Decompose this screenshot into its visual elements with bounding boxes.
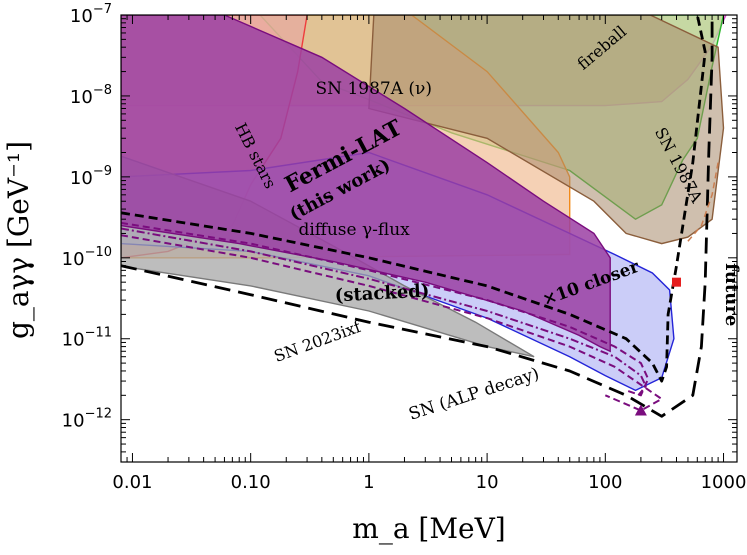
y-tick-label: 10−10: [62, 245, 112, 270]
annotation-label: diffuse γ-flux: [298, 220, 410, 240]
y-axis-label: g_aγγ [GeV⁻¹]: [2, 141, 35, 339]
marker-triangle: [634, 404, 647, 416]
region-fermi-lat: [121, 15, 611, 353]
y-tick-label: 10−11: [62, 326, 112, 351]
x-axis-label: m_a [MeV]: [352, 512, 505, 545]
curve-stacked-2: [121, 227, 647, 396]
plot-frame: [120, 14, 738, 463]
y-tick-label: 10−7: [70, 2, 112, 27]
curve-x10-closer: [121, 15, 707, 383]
annotation-label: SN (ALP decay): [406, 364, 541, 425]
region-fireball: [368, 15, 725, 245]
y-axis-ticks: 10−12 10−11 10−10 10−9 10−8 10−7: [62, 2, 737, 463]
x-tick-label: 1000: [701, 472, 747, 493]
point-markers: [634, 277, 681, 416]
x-tick-label: 0.10: [231, 472, 271, 493]
x-tick-label: 10: [476, 472, 499, 493]
exclusion-regions: [121, 15, 727, 392]
x-tick-label: 1: [363, 472, 374, 493]
curve-stacked-3: [121, 234, 663, 412]
y-tick-label: 10−12: [62, 407, 112, 432]
curve-future: [121, 15, 714, 418]
y-tick-label: 10−8: [70, 83, 112, 108]
marker-square: [671, 277, 681, 287]
x-tick-label: 0.01: [112, 472, 152, 493]
x-axis-ticks: 0.01 0.10 1 10 100 1000: [112, 15, 746, 493]
annotation-label: SN 1987A (ν): [316, 79, 432, 99]
annotation-label: SN 2023ixf: [271, 317, 364, 366]
annotation-label: (stacked): [334, 281, 430, 307]
annotation-label: future: [721, 263, 742, 326]
y-tick-label: 10−9: [70, 164, 112, 189]
x-tick-label: 100: [588, 472, 622, 493]
projection-curves: [121, 15, 719, 418]
curve-sn1987a-edge: [687, 162, 719, 242]
